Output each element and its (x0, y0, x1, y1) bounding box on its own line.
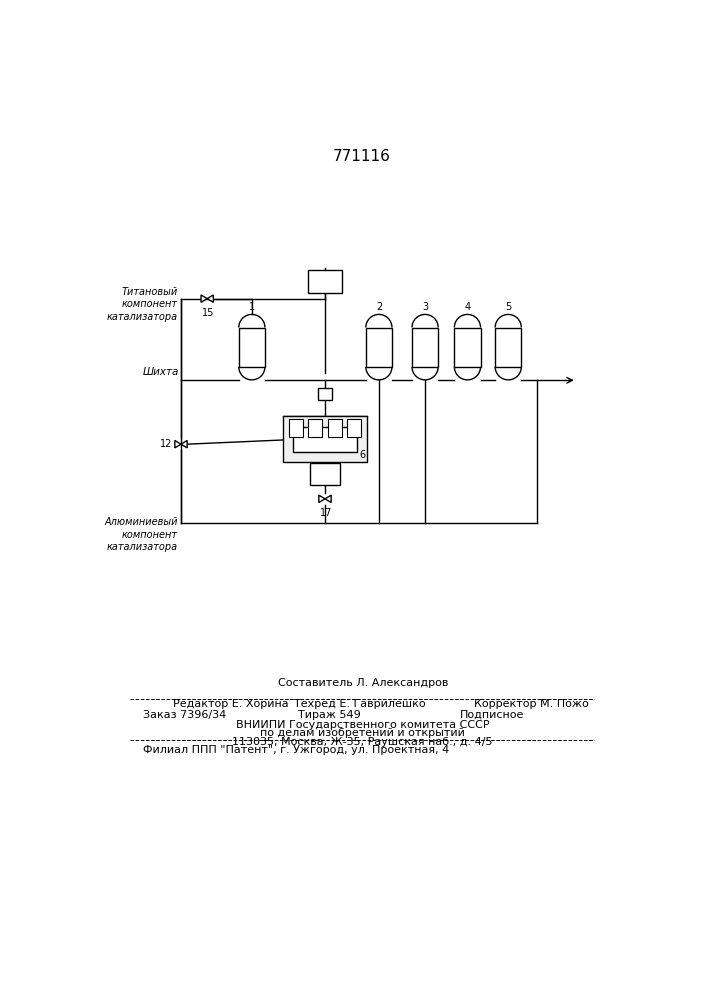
Bar (318, 388, 332, 400)
Bar (293, 427, 357, 452)
Bar (284, 416, 366, 462)
Text: 8: 8 (312, 425, 318, 434)
Text: 17: 17 (320, 508, 332, 518)
Polygon shape (319, 495, 325, 503)
Text: 13: 13 (320, 390, 330, 399)
Text: Редактор Е. Хорина: Редактор Е. Хорина (173, 699, 289, 709)
Text: 113035, Москва, Ж-35, Раушская наб., д. 4/5: 113035, Москва, Ж-35, Раушская наб., д. … (233, 737, 493, 747)
Text: 10: 10 (349, 425, 359, 434)
Bar (310, 463, 339, 485)
Text: Заказ 7396/34: Заказ 7396/34 (143, 710, 226, 720)
Text: 5: 5 (505, 302, 511, 312)
Text: ВНИИПИ Государственного комитета СССР: ВНИИПИ Государственного комитета СССР (236, 720, 489, 730)
Bar (366, 328, 392, 367)
Text: М: М (320, 469, 329, 479)
Polygon shape (207, 295, 214, 302)
Bar (289, 419, 303, 437)
Text: Шихта: Шихта (142, 367, 179, 377)
Bar (308, 419, 322, 437)
Text: 3: 3 (422, 302, 428, 312)
Text: Тираж 549: Тираж 549 (298, 710, 361, 720)
Bar (308, 270, 342, 293)
Polygon shape (175, 440, 181, 448)
Text: Алюминиевый
компонент
катализатора: Алюминиевый компонент катализатора (105, 517, 178, 552)
Text: Корректор М. Пожо: Корректор М. Пожо (474, 699, 588, 709)
Text: 6: 6 (359, 450, 365, 460)
Text: Филиал ППП "Патент", г. Ужгород, ул. Проектная, 4: Филиал ППП "Патент", г. Ужгород, ул. Про… (143, 745, 449, 755)
Text: 2: 2 (375, 302, 382, 312)
Text: 12: 12 (160, 439, 173, 449)
Text: 15: 15 (201, 308, 214, 318)
Text: 1: 1 (249, 302, 255, 312)
Bar (495, 328, 521, 367)
Text: Техред Е. Гаврилешко: Техред Е. Гаврилешко (294, 699, 426, 709)
Text: 4: 4 (464, 302, 470, 312)
Bar (328, 419, 341, 437)
Text: 11: 11 (318, 435, 332, 445)
Text: Составитель Л. Александров: Составитель Л. Александров (278, 678, 448, 688)
Bar (455, 328, 481, 367)
Text: 771116: 771116 (333, 149, 391, 164)
Bar (347, 419, 361, 437)
Text: Подписное: Подписное (460, 710, 524, 720)
Bar (239, 328, 265, 367)
Text: 14: 14 (318, 277, 332, 287)
Text: Титановый
компонент
катализатора: Титановый компонент катализатора (107, 287, 178, 322)
Polygon shape (201, 295, 207, 302)
Text: по делам изобретений и открытий: по делам изобретений и открытий (260, 728, 465, 738)
Text: 7: 7 (293, 425, 298, 434)
Text: 9: 9 (332, 425, 337, 434)
Bar (412, 328, 438, 367)
Polygon shape (181, 440, 187, 448)
Polygon shape (325, 495, 331, 503)
